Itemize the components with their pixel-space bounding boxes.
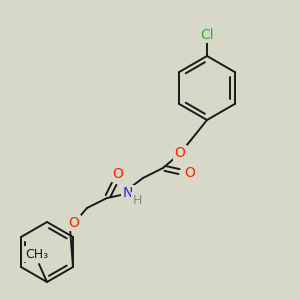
Text: O: O <box>175 146 185 160</box>
Text: Cl: Cl <box>200 28 214 42</box>
Text: H: H <box>132 194 142 206</box>
Text: CH₃: CH₃ <box>26 248 49 260</box>
Text: O: O <box>69 216 80 230</box>
Text: N: N <box>123 186 133 200</box>
Text: O: O <box>112 167 123 181</box>
Text: O: O <box>184 166 195 180</box>
